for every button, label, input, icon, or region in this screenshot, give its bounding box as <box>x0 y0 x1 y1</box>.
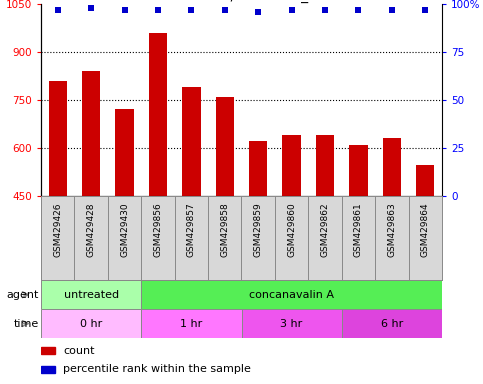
Text: 0 hr: 0 hr <box>80 318 102 329</box>
Text: agent: agent <box>6 290 39 300</box>
Text: GSM429863: GSM429863 <box>387 203 397 257</box>
Bar <box>342 309 442 338</box>
Title: GDS3752 / 1415727_at: GDS3752 / 1415727_at <box>161 0 322 3</box>
Text: percentile rank within the sample: percentile rank within the sample <box>63 364 251 374</box>
Text: GSM429856: GSM429856 <box>154 203 162 257</box>
Text: GSM429858: GSM429858 <box>220 203 229 257</box>
Bar <box>115 109 134 196</box>
Text: GSM429860: GSM429860 <box>287 203 296 257</box>
Text: count: count <box>63 346 95 356</box>
Bar <box>316 135 334 196</box>
Bar <box>249 141 268 196</box>
Bar <box>182 87 200 196</box>
Text: time: time <box>14 318 39 329</box>
Bar <box>41 347 55 354</box>
Bar <box>215 97 234 196</box>
Text: GSM429857: GSM429857 <box>187 203 196 257</box>
Text: GSM429861: GSM429861 <box>354 203 363 257</box>
Bar <box>349 145 368 196</box>
Text: GSM429862: GSM429862 <box>321 203 329 257</box>
Bar <box>142 280 442 309</box>
Bar <box>41 366 55 373</box>
Bar <box>416 166 434 196</box>
Text: GSM429430: GSM429430 <box>120 203 129 257</box>
Text: 6 hr: 6 hr <box>381 318 403 329</box>
Bar <box>41 280 142 309</box>
Bar <box>49 81 67 196</box>
Text: GSM429428: GSM429428 <box>86 203 96 257</box>
Bar <box>142 309 242 338</box>
Bar <box>82 71 100 196</box>
Text: untreated: untreated <box>64 290 119 300</box>
Bar <box>283 135 301 196</box>
Text: GSM429864: GSM429864 <box>421 203 430 257</box>
Text: 3 hr: 3 hr <box>281 318 303 329</box>
Text: GSM429859: GSM429859 <box>254 203 263 257</box>
Text: concanavalin A: concanavalin A <box>249 290 334 300</box>
Bar <box>383 138 401 196</box>
Text: GSM429426: GSM429426 <box>53 203 62 257</box>
Text: 1 hr: 1 hr <box>180 318 202 329</box>
Bar <box>149 33 167 196</box>
Bar <box>242 309 342 338</box>
Bar <box>41 309 142 338</box>
